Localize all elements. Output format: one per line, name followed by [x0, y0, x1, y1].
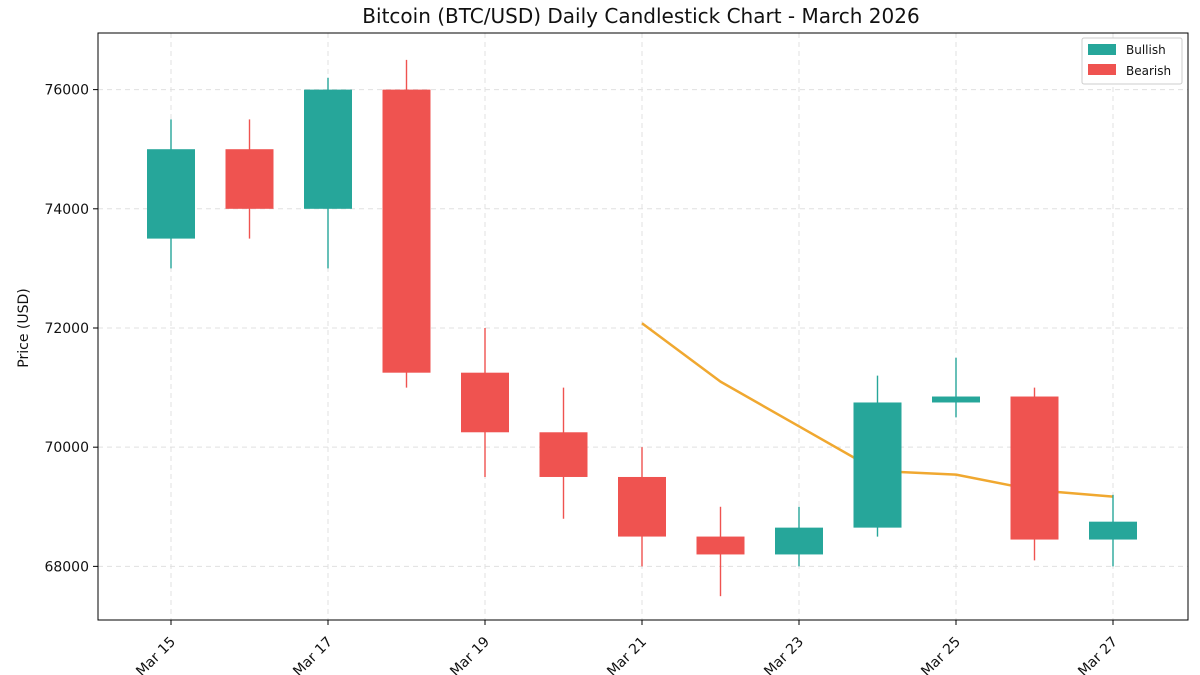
- candle-body-bearish: [461, 372, 509, 433]
- candle-body-bullish: [1089, 521, 1137, 540]
- legend: Bullish Bearish: [1081, 37, 1183, 85]
- candle-body-bearish: [618, 476, 666, 537]
- ticks-layer: 68000 70000 72000 74000 76000 Mar 15 Mar 17 Mar…: [44, 83, 1121, 675]
- y-tick-label: 68000: [44, 559, 89, 575]
- legend-swatch-bullish: [1088, 44, 1116, 55]
- x-tick-label: Mar 21: [604, 634, 650, 675]
- candle-body-bullish: [304, 89, 352, 209]
- x-tick-label: Mar 27: [1075, 634, 1121, 675]
- chart-title: Bitcoin (BTC/USD) Daily Candlestick Char…: [362, 4, 919, 28]
- candle-body-bearish: [382, 89, 431, 373]
- legend-label-bullish: Bullish: [1126, 43, 1166, 57]
- y-axis-label: Price (USD): [16, 288, 32, 367]
- y-tick-label: 70000: [44, 440, 89, 456]
- y-tick-label: 72000: [44, 321, 89, 337]
- candle-body-bullish: [853, 402, 902, 528]
- x-tick-label: Mar 23: [761, 634, 807, 675]
- candle-body-bearish: [1010, 396, 1059, 540]
- plot-area-frame: [97, 32, 1189, 621]
- x-tick-label: Mar 17: [290, 634, 336, 675]
- legend-label-bearish: Bearish: [1126, 64, 1171, 78]
- candles-layer: [147, 59, 1137, 597]
- y-tick-label: 74000: [44, 202, 89, 218]
- x-tick-label: Mar 19: [447, 634, 493, 675]
- candle-body-bullish: [147, 149, 195, 239]
- candle-body-bearish: [539, 432, 588, 477]
- y-tick-label: 76000: [44, 83, 89, 99]
- candle-body-bullish: [775, 527, 823, 555]
- legend-swatch-bearish: [1088, 64, 1116, 75]
- x-tick-label: Mar 15: [133, 634, 179, 675]
- candle-body-bullish: [932, 396, 980, 403]
- x-tick-label: Mar 25: [918, 634, 964, 675]
- candle-body-bearish: [696, 536, 745, 555]
- candle-body-bearish: [225, 149, 274, 209]
